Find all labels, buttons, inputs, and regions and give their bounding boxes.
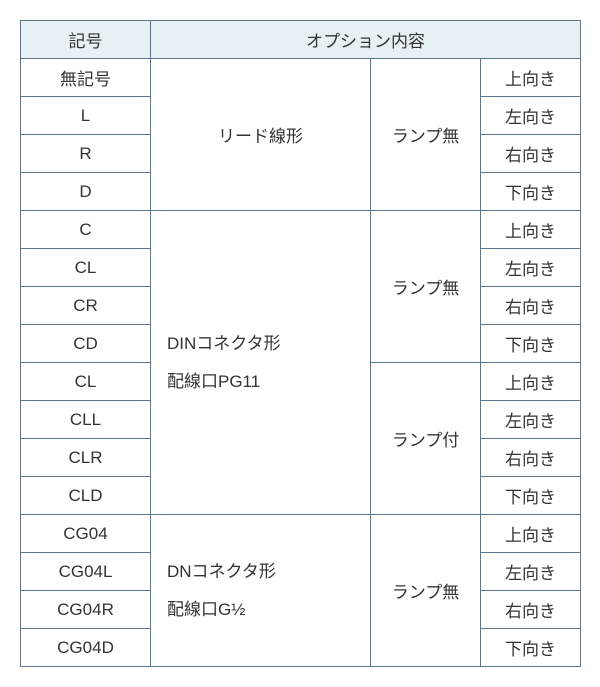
table-row: 無記号 リード線形 ランプ無 上向き — [21, 59, 581, 97]
cell-code: D — [21, 173, 151, 211]
cell-dir: 上向き — [481, 515, 581, 553]
table-row: C DINコネクタ形配線口PG11 ランプ無 上向き — [21, 211, 581, 249]
cell-dir: 上向き — [481, 363, 581, 401]
cell-lamp: ランプ無 — [371, 59, 481, 211]
cell-dir: 下向き — [481, 325, 581, 363]
cell-lamp: ランプ無 — [371, 211, 481, 363]
cell-code: C — [21, 211, 151, 249]
cell-dir: 下向き — [481, 477, 581, 515]
cell-dir: 右向き — [481, 439, 581, 477]
cell-dir: 上向き — [481, 59, 581, 97]
cell-dir: 左向き — [481, 249, 581, 287]
cell-code: CG04R — [21, 591, 151, 629]
cell-dir: 左向き — [481, 97, 581, 135]
options-table: 記号 オプション内容 無記号 リード線形 ランプ無 上向き L 左向き R 右向… — [20, 20, 581, 667]
cell-lamp: ランプ無 — [371, 515, 481, 667]
cell-code: L — [21, 97, 151, 135]
cell-dir: 左向き — [481, 401, 581, 439]
cell-lamp: ランプ付 — [371, 363, 481, 515]
table-header-row: 記号 オプション内容 — [21, 21, 581, 59]
cell-code: CLR — [21, 439, 151, 477]
cell-dir: 下向き — [481, 629, 581, 667]
cell-code: CR — [21, 287, 151, 325]
cell-code: CG04 — [21, 515, 151, 553]
cell-dir: 右向き — [481, 591, 581, 629]
cell-code: CL — [21, 363, 151, 401]
cell-dir: 下向き — [481, 173, 581, 211]
col-option: オプション内容 — [151, 21, 581, 59]
cell-code: CD — [21, 325, 151, 363]
cell-code: CLD — [21, 477, 151, 515]
cell-code: CG04D — [21, 629, 151, 667]
col-code: 記号 — [21, 21, 151, 59]
cell-middle: DINコネクタ形配線口PG11 — [151, 211, 371, 515]
cell-middle: DNコネクタ形配線口G½ — [151, 515, 371, 667]
cell-dir: 右向き — [481, 287, 581, 325]
cell-code: 無記号 — [21, 59, 151, 97]
table-row: CG04 DNコネクタ形配線口G½ ランプ無 上向き — [21, 515, 581, 553]
cell-code: CG04L — [21, 553, 151, 591]
cell-dir: 左向き — [481, 553, 581, 591]
cell-dir: 右向き — [481, 135, 581, 173]
cell-middle: リード線形 — [151, 59, 371, 211]
cell-code: R — [21, 135, 151, 173]
cell-dir: 上向き — [481, 211, 581, 249]
cell-code: CLL — [21, 401, 151, 439]
cell-code: CL — [21, 249, 151, 287]
